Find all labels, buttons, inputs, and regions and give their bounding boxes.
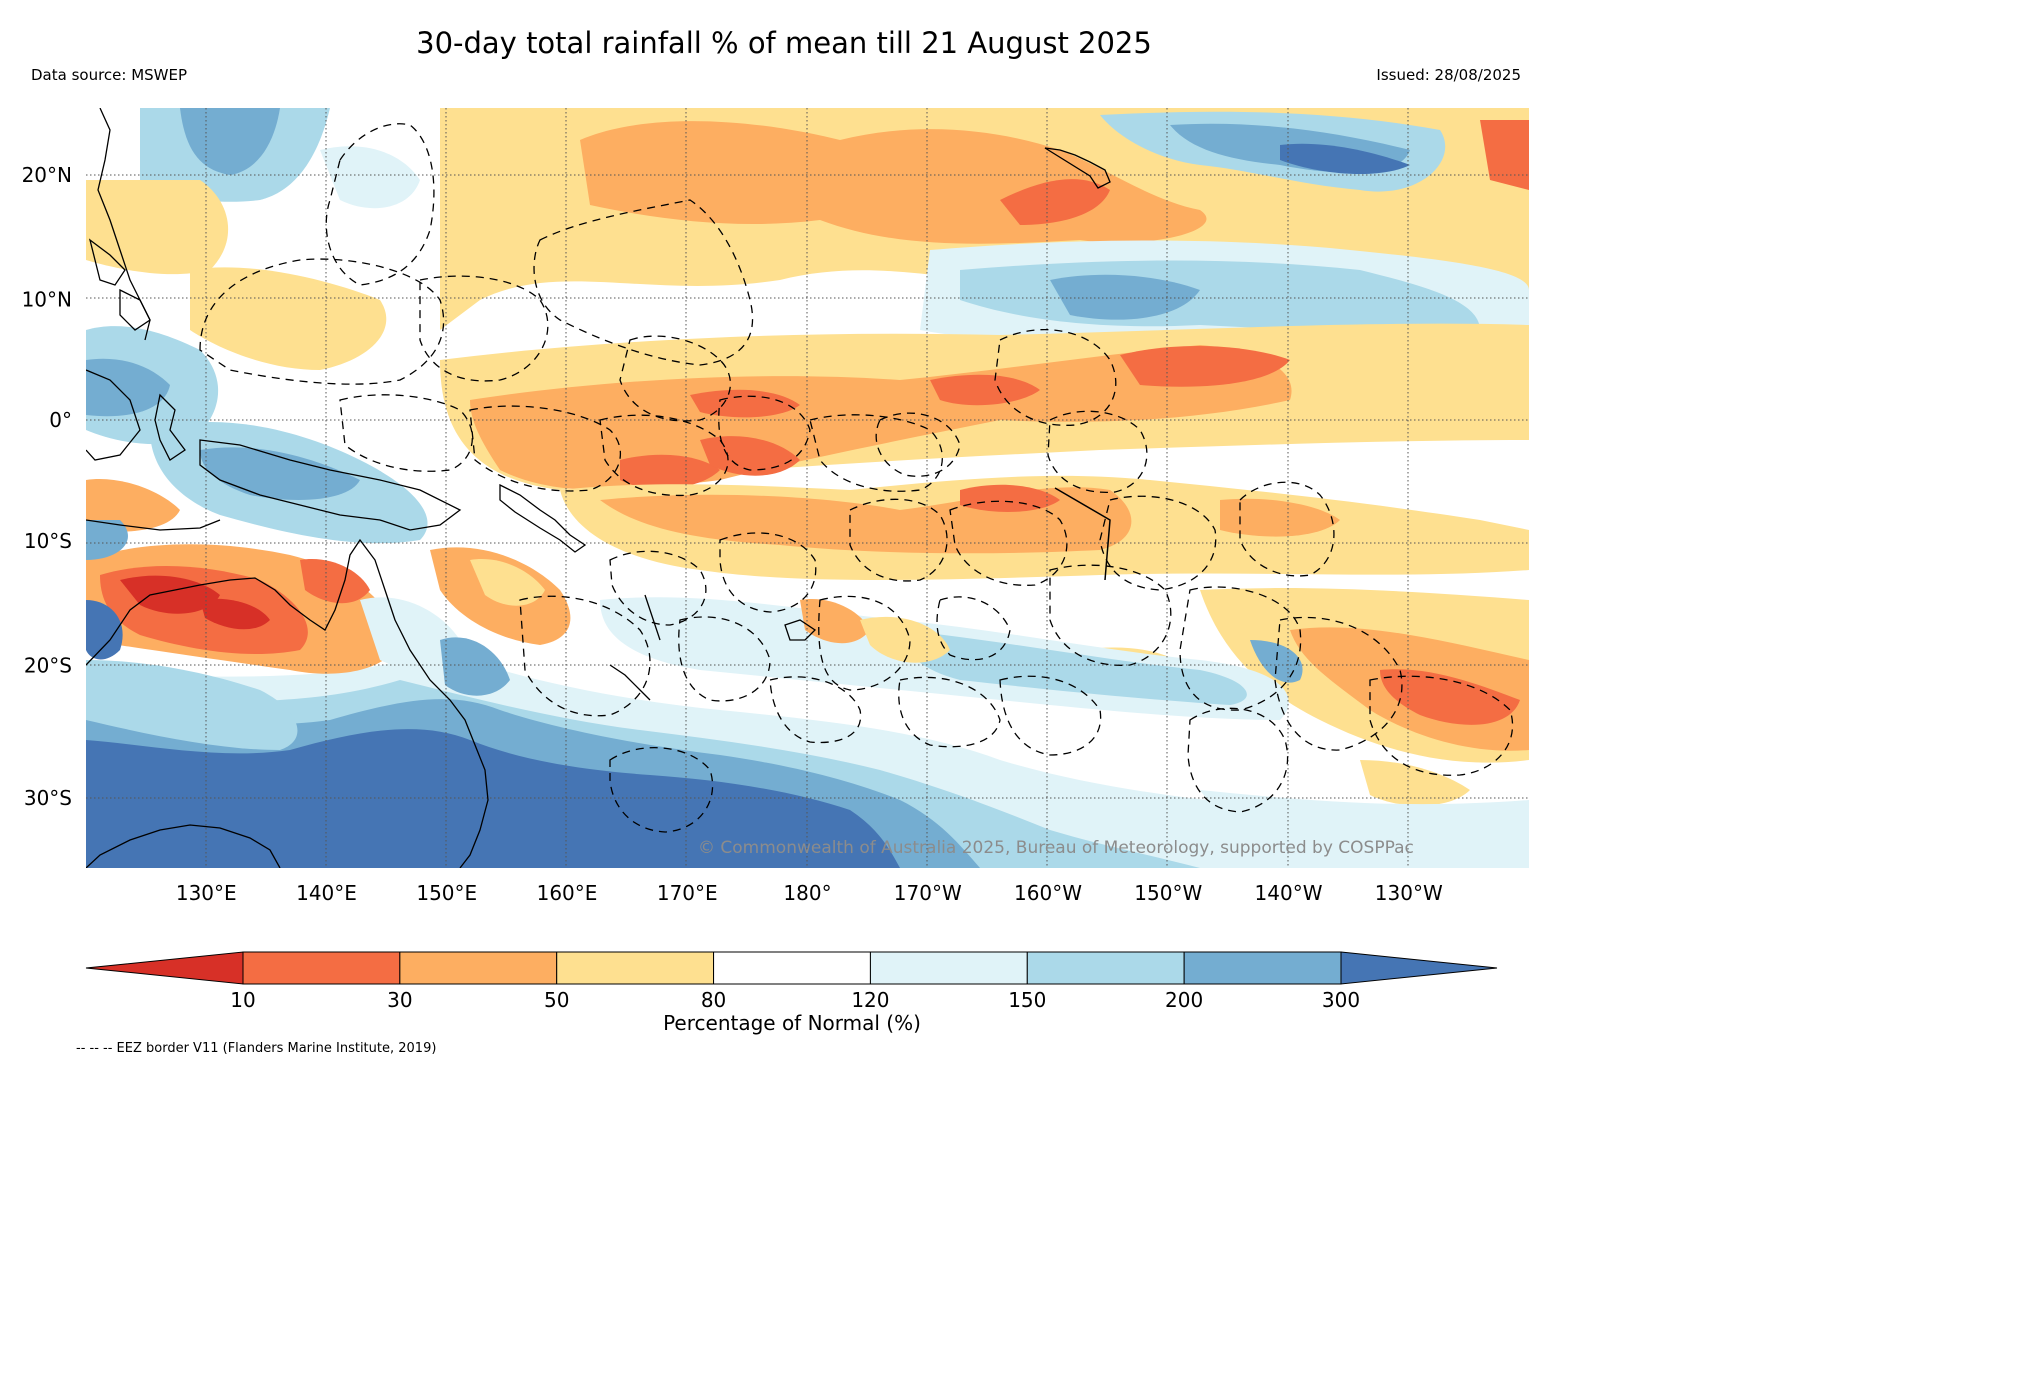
coastline-icon [86, 108, 1111, 868]
latitude-label: 10°N [22, 287, 72, 311]
longitude-label: 140°E [296, 881, 357, 905]
colorbar-tick-label: 30 [387, 988, 413, 1012]
colorbar-segment [1026, 951, 1185, 985]
latitude-label: 0° [49, 408, 72, 432]
copyright-notice: © Commonwealth of Australia 2025, Bureau… [698, 838, 1414, 858]
longitude-label: 180° [783, 881, 831, 905]
longitude-label: 160°W [1014, 881, 1082, 905]
longitude-label: 140°W [1255, 881, 1323, 905]
colorbar-tick-label: 10 [230, 988, 256, 1012]
longitude-label: 170°E [657, 881, 718, 905]
longitude-labels: 130°E 140°E 150°E 160°E 170°E 180° 170°W 160°W 1… [176, 881, 1443, 905]
boundary-line [1054, 487, 1111, 581]
colorbar-segment [556, 951, 715, 985]
latitude-label: 10°S [24, 529, 72, 553]
longitude-label: 170°W [894, 881, 962, 905]
longitude-label: 130°W [1375, 881, 1443, 905]
rainfall-map: 130°E 140°E 150°E 160°E 170°E 180° 170°W 160°W 1… [22, 108, 1529, 905]
colorbar-title: Percentage of Normal (%) [663, 1011, 921, 1035]
colorbar-extend-high [1340, 951, 1498, 985]
eez-legend-note: -- -- -- EEZ border V11 (Flanders Marine… [76, 1041, 437, 1056]
issued-date-label: Issued: 28/08/2025 [1376, 66, 1521, 84]
colorbar-tick-label: 80 [700, 988, 727, 1012]
latitude-label: 20°S [24, 653, 72, 677]
data-source-label: Data source: MSWEP [31, 66, 188, 84]
colorbar-segment [869, 951, 1028, 985]
colorbar-tick-label: 50 [543, 988, 570, 1012]
colorbar-extend-low [85, 951, 244, 985]
colorbar-segment [399, 951, 558, 985]
colorbar [85, 951, 1498, 985]
longitude-label: 150°E [416, 881, 477, 905]
colorbar-tick-label: 120 [851, 988, 890, 1012]
longitude-label: 160°E [537, 881, 598, 905]
map-title: 30-day total rainfall % of mean till 21 … [416, 26, 1152, 60]
colorbar-tick-label: 200 [1165, 988, 1204, 1012]
colorbar-segment [1183, 951, 1342, 985]
colorbar-tick-label: 300 [1321, 988, 1361, 1012]
eez-border-icon [199, 123, 1514, 833]
latitude-labels: 20°N 10°N 0° 10°S 20°S 30°S [22, 163, 72, 810]
rainfall-field [86, 108, 1529, 868]
longitude-label: 130°E [176, 881, 237, 905]
longitude-label: 150°W [1134, 881, 1202, 905]
colorbar-tick-label: 150 [1008, 988, 1047, 1012]
colorbar-segment [713, 951, 871, 985]
latitude-label: 30°S [24, 786, 72, 810]
graticule [86, 108, 1529, 868]
latitude-label: 20°N [22, 163, 72, 187]
colorbar-segment [242, 951, 401, 985]
